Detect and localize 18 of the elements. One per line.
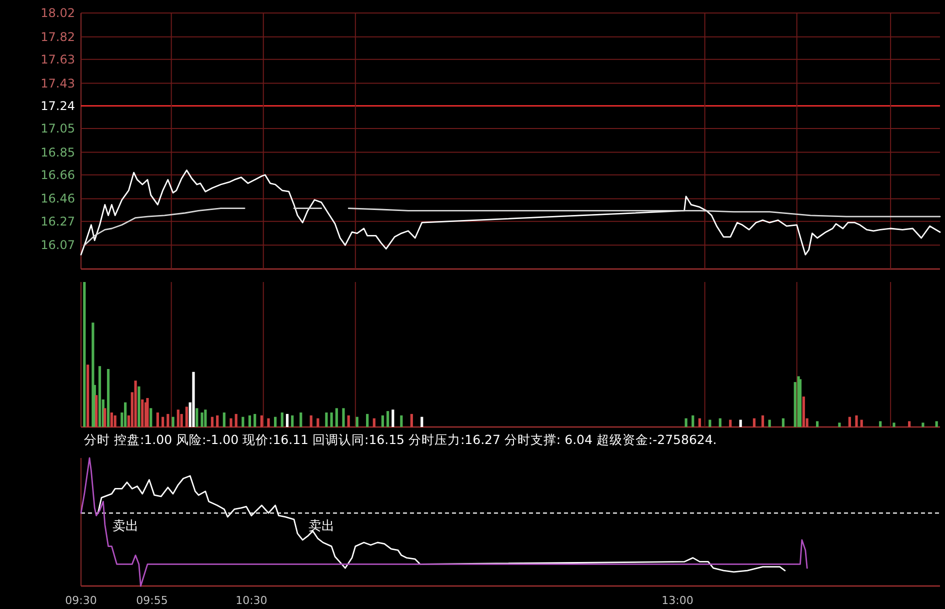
y-tick-label: 17.43 [40,76,75,90]
x-tick-label: 10:30 [236,594,268,607]
y-tick-label: 17.63 [40,52,75,66]
annotation: 卖出 [308,519,334,534]
x-tick-label: 13:00 [662,594,694,607]
y-tick-label: 17.05 [40,122,75,136]
annotation: 卖出 [112,519,138,534]
y-tick-label: 16.07 [40,238,75,252]
x-tick-label: 09:55 [136,594,168,607]
y-tick-label: 16.85 [40,145,75,160]
y-tick-label: 17.24 [40,98,75,113]
y-tick-label: 17.82 [40,30,75,44]
x-tick-label: 09:30 [65,594,97,607]
chart-title: 分时 控盘:1.00 风险:-1.00 现价:16.11 回调认同:16.15 分时压力:16.27 分时支撑: 6.04 超级资金:-2758624. [84,432,717,447]
y-tick-label: 18.02 [40,6,75,20]
y-tick-label: 16.66 [40,168,75,182]
y-tick-label: 16.46 [40,192,75,206]
y-tick-label: 16.27 [40,214,75,228]
